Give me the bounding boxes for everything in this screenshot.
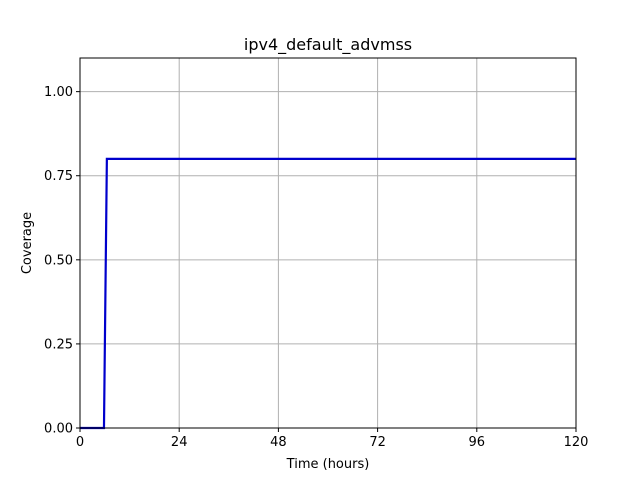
- series-layer: [80, 157, 576, 430]
- x-tick-label: 0: [76, 435, 84, 450]
- x-tick-label: 72: [369, 435, 386, 450]
- plot-frame: [79, 57, 577, 429]
- x-axis-label: Time (hours): [286, 457, 370, 472]
- x-tick-label: 120: [564, 435, 589, 450]
- y-tick-label: 0.75: [44, 169, 73, 184]
- y-tick-label: 0.50: [44, 253, 73, 268]
- x-tick-label: 96: [469, 435, 486, 450]
- x-axis-ticks: 0 24 48 72 96 120: [76, 428, 589, 450]
- x-tick-label: 48: [270, 435, 287, 450]
- y-axis-ticks: 0.00 0.25 0.50 0.75 1.00: [44, 85, 80, 437]
- y-tick-label: 1.00: [44, 85, 73, 100]
- series-line: [80, 157, 576, 430]
- y-tick-label: 0.25: [44, 337, 73, 352]
- y-tick-label: 0.00: [44, 422, 73, 437]
- x-tick-label: 24: [171, 435, 188, 450]
- y-axis-label: Coverage: [20, 212, 35, 274]
- chart-title: ipv4_default_advmss: [244, 35, 412, 55]
- grid: [79, 58, 577, 429]
